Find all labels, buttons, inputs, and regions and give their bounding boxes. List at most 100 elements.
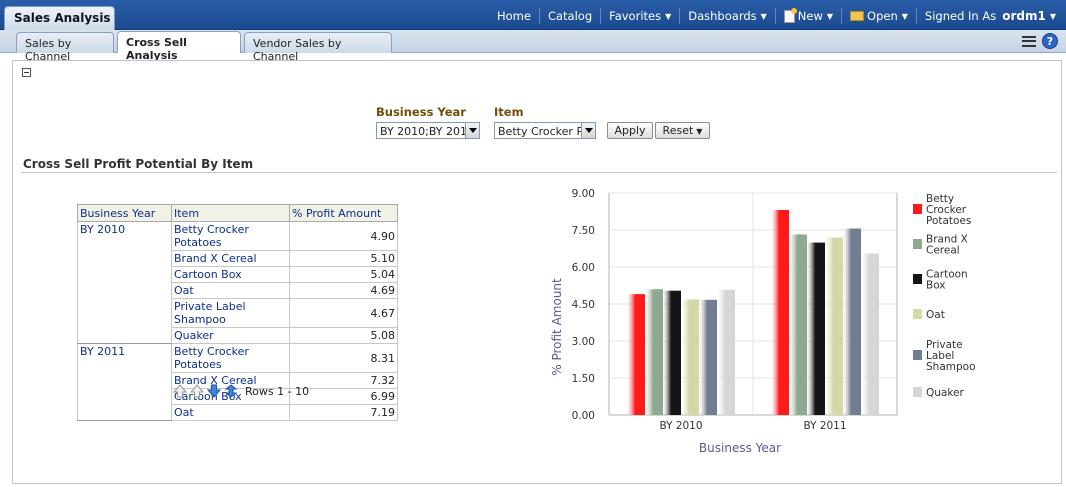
chevron-down-icon: ▼ <box>696 127 703 136</box>
year-cell[interactable]: BY 2010 <box>77 221 172 344</box>
x-axis-title: Business Year <box>699 441 781 455</box>
y-tick-label: 4.50 <box>572 299 595 311</box>
legend-swatch <box>913 274 922 284</box>
table-pager: Rows 1 - 10 <box>173 384 309 398</box>
year-cell[interactable]: BY 2011 <box>77 343 172 421</box>
item-cell[interactable]: Betty Crocker Potatoes <box>171 221 290 251</box>
column-header-profit-amount[interactable]: % Profit Amount <box>289 204 398 222</box>
table-row: Oat 4.69 <box>78 282 398 299</box>
bar <box>861 253 879 415</box>
dashboard-section: Business Year BY 2010;BY 2011 Item Betty… <box>12 60 1062 484</box>
nav-favorites[interactable]: Favorites ▼ <box>600 8 679 24</box>
nav-catalog-label: Catalog <box>547 9 593 23</box>
reset-button-label: Reset <box>662 124 694 137</box>
y-axis-ticks: 0.00 1.50 3.00 4.50 6.00 7.50 9.00 <box>572 188 595 422</box>
app-title: Sales Analysis <box>4 6 115 30</box>
chevron-down-icon: ▼ <box>1049 11 1056 21</box>
legend-label: Oat <box>926 309 945 321</box>
chart-legend: Betty Crocker Potatoes Brand X Cereal Cartoon… <box>913 193 976 399</box>
bar <box>627 294 645 415</box>
business-year-select[interactable]: BY 2010;BY 2011 <box>376 122 480 139</box>
page-options-icon[interactable] <box>1022 35 1036 47</box>
business-year-select-value: BY 2010;BY 2011 <box>380 125 475 138</box>
value-cell: 4.90 <box>289 221 398 251</box>
first-page-icon[interactable] <box>173 384 187 398</box>
help-icon[interactable]: ? <box>1042 33 1058 49</box>
chevron-down-icon: ▼ <box>760 11 767 21</box>
nav-open-label: Open <box>867 9 898 23</box>
bar-series <box>627 210 879 415</box>
item-cell[interactable]: Quaker <box>171 327 290 344</box>
nav-new[interactable]: New ▼ <box>774 7 841 24</box>
item-select[interactable]: Betty Crocker Po <box>494 122 596 139</box>
bar <box>681 299 699 415</box>
legend-swatch <box>913 350 922 360</box>
bar <box>771 210 789 415</box>
column-header-item[interactable]: Item <box>171 204 290 222</box>
y-tick-label: 0.00 <box>572 410 595 422</box>
previous-page-icon[interactable] <box>190 384 204 398</box>
table-row: BY 2011 Betty Crocker Potatoes 8.31 <box>77 343 398 421</box>
item-cell[interactable]: Oat <box>171 404 290 421</box>
apply-button[interactable]: Apply <box>607 122 653 139</box>
bar <box>699 299 717 415</box>
x-tick-label: BY 2011 <box>803 420 846 432</box>
tab-cross-sell-analysis[interactable]: Cross Sell Analysis <box>117 31 241 62</box>
legend-swatch <box>913 387 922 397</box>
bar <box>825 237 843 415</box>
column-header-business-year[interactable]: Business Year <box>77 204 172 222</box>
bar <box>843 228 861 415</box>
nav-catalog[interactable]: Catalog <box>538 8 600 24</box>
value-cell: 4.67 <box>289 298 398 328</box>
nav-dashboards[interactable]: Dashboards ▼ <box>679 8 775 24</box>
legend-label: Cartoon Box <box>926 269 968 292</box>
show-all-rows-icon[interactable] <box>224 384 238 398</box>
table-row: Oat 7.19 <box>78 404 398 421</box>
value-cell: 5.04 <box>289 266 398 283</box>
top-header-bar: Sales Analysis Home Catalog Favorites ▼ D… <box>0 0 1066 30</box>
table-row: Brand X Cereal 5.10 <box>78 250 398 267</box>
chevron-down-icon: ▼ <box>665 11 672 21</box>
nav-new-label: New <box>797 9 823 23</box>
y-tick-label: 3.00 <box>572 336 595 348</box>
item-cell[interactable]: Private Label Shampoo <box>171 298 290 328</box>
bar <box>789 234 807 415</box>
folder-icon <box>850 11 865 21</box>
legend-swatch <box>913 204 922 214</box>
rows-range-label: Rows 1 - 10 <box>245 384 310 398</box>
value-cell: 4.69 <box>289 282 398 299</box>
business-year-prompt-label: Business Year <box>376 105 466 119</box>
next-page-icon[interactable] <box>207 384 221 398</box>
bar <box>645 289 663 415</box>
nav-open[interactable]: Open ▼ <box>841 8 916 24</box>
item-cell[interactable]: Cartoon Box <box>171 266 290 283</box>
profit-pivot-table: Business Year Item % Profit Amount BY 20… <box>77 204 398 421</box>
item-cell[interactable]: Brand X Cereal <box>171 372 290 389</box>
x-axis-ticks: BY 2010 BY 2011 <box>659 420 846 432</box>
y-axis-title: % Profit Amount <box>550 278 564 376</box>
chevron-down-icon: ▼ <box>826 11 834 21</box>
reset-button[interactable]: Reset ▼ <box>655 122 710 139</box>
page-tools: ? <box>1022 33 1058 49</box>
item-cell[interactable]: Oat <box>171 282 290 299</box>
bar <box>663 290 681 415</box>
item-select-value: Betty Crocker Po <box>498 125 590 138</box>
item-cell[interactable]: Brand X Cereal <box>171 250 290 267</box>
collapse-section-icon[interactable] <box>22 68 31 77</box>
item-cell[interactable]: Betty Crocker Potatoes <box>171 343 290 373</box>
value-cell: 7.19 <box>289 404 398 421</box>
bar <box>807 242 825 415</box>
tab-sales-by-channel[interactable]: Sales by Channel <box>16 32 114 63</box>
value-cell: 5.08 <box>289 327 398 344</box>
nav-user-menu[interactable]: Signed In As ordm1 ▼ <box>915 8 1064 24</box>
section-title: Cross Sell Profit Potential By Item <box>23 157 254 171</box>
y-tick-label: 6.00 <box>572 262 595 274</box>
legend-label: Betty Crocker Potatoes <box>926 193 971 227</box>
legend-swatch <box>913 309 922 319</box>
tab-vendor-sales-by-channel[interactable]: Vendor Sales by Channel <box>244 32 392 63</box>
chevron-down-icon: ▼ <box>901 11 908 21</box>
legend-swatch <box>913 239 922 249</box>
x-tick-label: BY 2010 <box>659 420 702 432</box>
table-row: BY 2010 Betty Crocker Potatoes 4.90 <box>77 221 398 344</box>
nav-home[interactable]: Home <box>489 8 539 24</box>
